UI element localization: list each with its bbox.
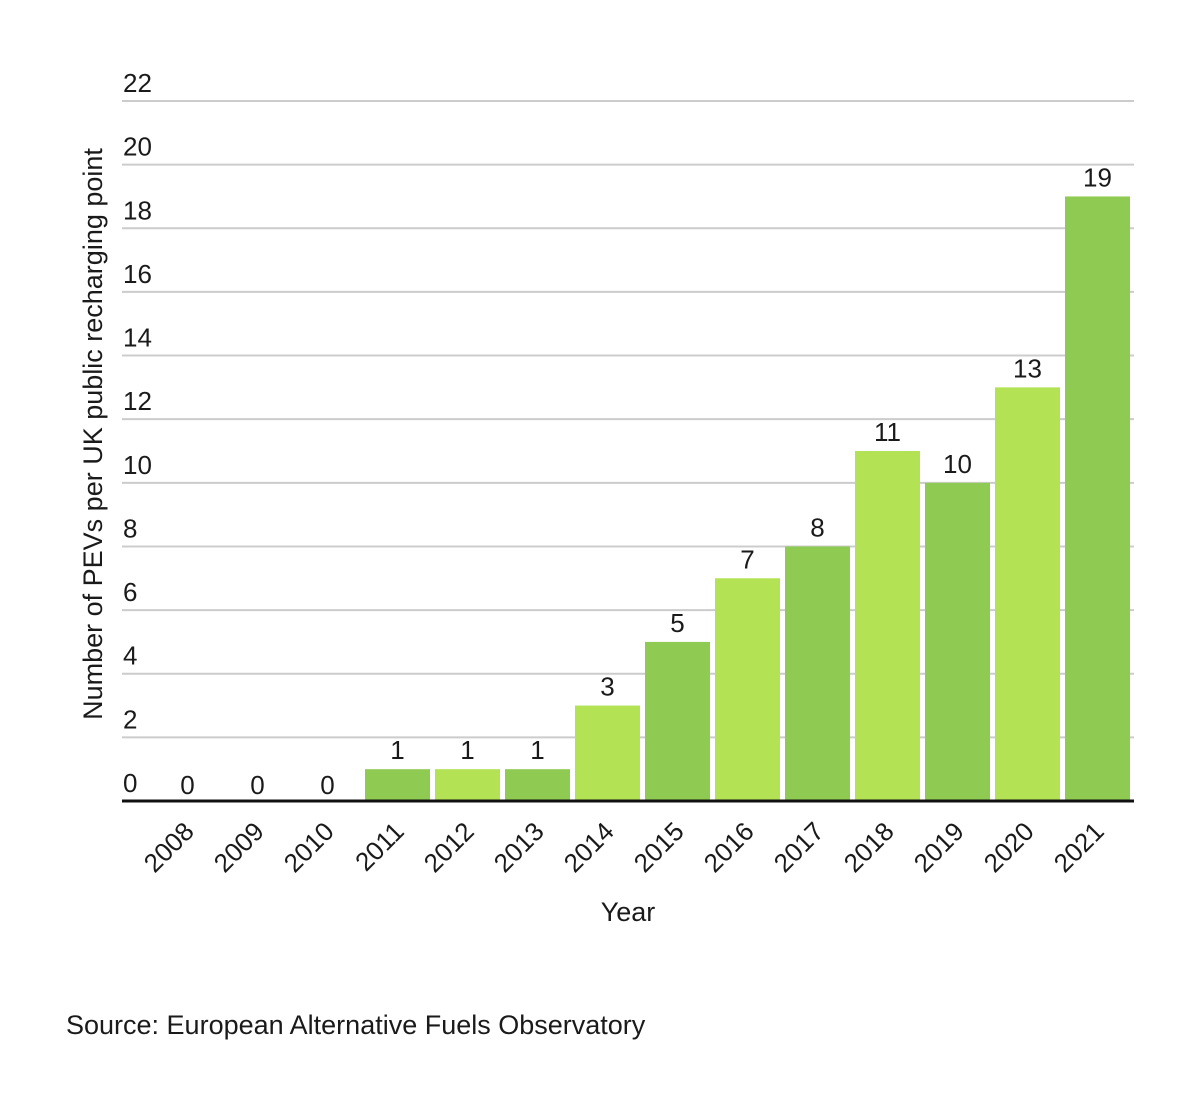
bar [855, 451, 920, 801]
bar [435, 769, 500, 801]
y-tick-label: 2 [123, 704, 137, 734]
data-label: 0 [180, 770, 194, 800]
bar [575, 705, 640, 801]
x-tick-label: 2016 [698, 816, 760, 878]
data-label: 0 [250, 770, 264, 800]
gridlines [122, 100, 1134, 739]
bar [715, 578, 780, 801]
y-tick-label: 8 [123, 513, 137, 543]
y-tick-label: 10 [123, 450, 152, 480]
y-tick-label: 12 [123, 386, 152, 416]
x-tick-label: 2009 [208, 816, 270, 878]
data-label: 13 [1013, 353, 1042, 383]
x-tick-label: 2012 [418, 816, 480, 878]
y-tick-label: 16 [123, 259, 152, 289]
y-tick-label: 20 [123, 132, 152, 162]
bar [365, 769, 430, 801]
y-tick-label: 14 [123, 323, 152, 353]
y-tick-label: 22 [123, 68, 152, 98]
data-label: 8 [810, 512, 824, 542]
x-tick-label: 2010 [278, 816, 340, 878]
y-axis-ticks: 0 2 4 6 8 10 12 14 16 18 20 22 [123, 68, 152, 798]
x-tick-label: 2017 [768, 816, 830, 878]
x-axis-title: Year [601, 897, 656, 927]
bar [995, 387, 1060, 801]
bar [785, 546, 850, 801]
data-label: 7 [740, 544, 754, 574]
x-axis-ticks: 2008 2009 2010 2011 2012 2013 2014 2015 2016 2017… [138, 816, 1110, 878]
bars [365, 196, 1130, 802]
x-tick-label: 2020 [978, 816, 1040, 878]
x-tick-label: 2018 [838, 816, 900, 878]
x-tick-label: 2015 [628, 816, 690, 878]
data-label: 19 [1083, 162, 1112, 192]
x-tick-label: 2008 [138, 816, 200, 878]
data-label: 3 [600, 672, 614, 702]
x-tick-label: 2019 [908, 816, 970, 878]
data-label: 1 [460, 735, 474, 765]
x-tick-label: 2011 [349, 816, 410, 877]
source-note: Source: European Alternative Fuels Obser… [66, 1010, 646, 1040]
x-tick-label: 2013 [488, 816, 550, 878]
data-label: 1 [390, 735, 404, 765]
x-tick-label: 2014 [558, 816, 620, 878]
bar [1065, 196, 1130, 802]
data-label: 5 [670, 608, 684, 638]
bar [925, 482, 990, 801]
y-tick-label: 6 [123, 577, 137, 607]
data-label: 1 [530, 735, 544, 765]
y-tick-label: 18 [123, 195, 152, 225]
bar [645, 641, 710, 801]
data-label: 10 [943, 449, 972, 479]
bar [505, 769, 570, 801]
data-label: 0 [320, 770, 334, 800]
x-tick-label: 2021 [1048, 816, 1110, 878]
y-axis-title: Number of PEVs per UK public recharging … [78, 148, 108, 720]
data-label: 11 [874, 417, 901, 447]
y-tick-label: 0 [123, 768, 137, 798]
y-tick-label: 4 [123, 641, 137, 671]
